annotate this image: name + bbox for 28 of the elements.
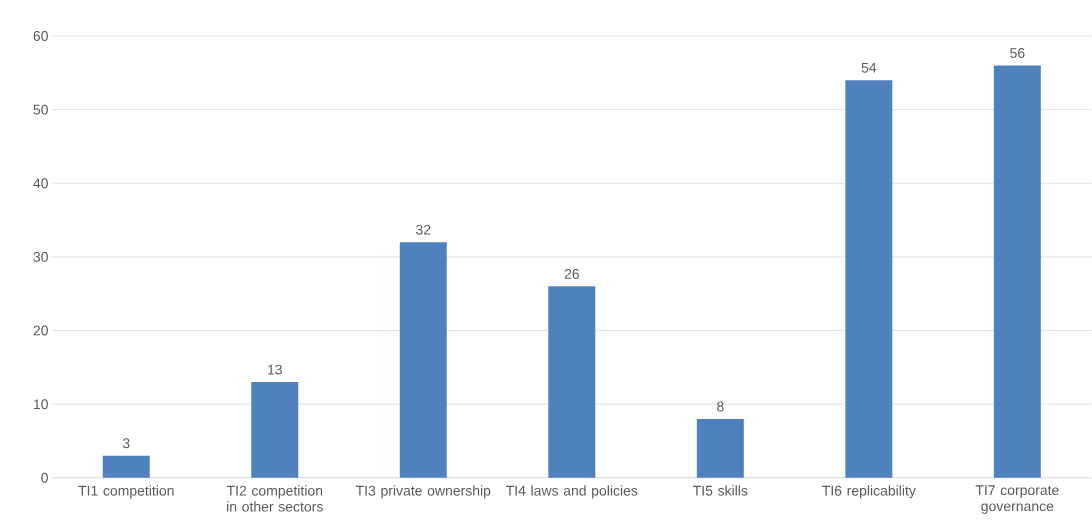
data-label: 26 — [564, 269, 579, 279]
y-tick-label: 60 — [33, 31, 48, 42]
x-tick-label: TI6 replicability — [822, 485, 916, 499]
y-tick-label: 50 — [33, 104, 48, 115]
y-tick-label: 10 — [33, 399, 48, 410]
bar — [399, 242, 447, 478]
y-tick-label: 30 — [33, 252, 48, 262]
x-tick-label: TI1 competition — [78, 485, 174, 499]
y-tick-label: 40 — [33, 178, 48, 189]
data-label: 13 — [268, 364, 282, 375]
bar — [102, 455, 150, 478]
bar — [993, 65, 1041, 478]
y-tick-label: 20 — [33, 325, 48, 336]
y-tick-label: 0 — [41, 472, 48, 483]
bar — [251, 382, 299, 478]
bar — [845, 80, 893, 478]
bar — [696, 419, 744, 478]
x-tick-label: TI5 skills — [693, 485, 748, 496]
data-label: 32 — [416, 224, 431, 235]
x-tick-label: TI4 laws and policies — [505, 485, 638, 499]
data-label: 3 — [122, 438, 130, 449]
data-label: 56 — [1010, 48, 1025, 59]
x-tick-label: TI3 private ownership — [355, 485, 491, 499]
data-label: 54 — [861, 62, 877, 73]
bar — [548, 286, 596, 478]
x-tick-label: TI2 competition in other sectors — [226, 485, 323, 512]
data-label: 8 — [717, 401, 724, 412]
x-tick-label: TI7 corporate governance — [975, 485, 1059, 514]
